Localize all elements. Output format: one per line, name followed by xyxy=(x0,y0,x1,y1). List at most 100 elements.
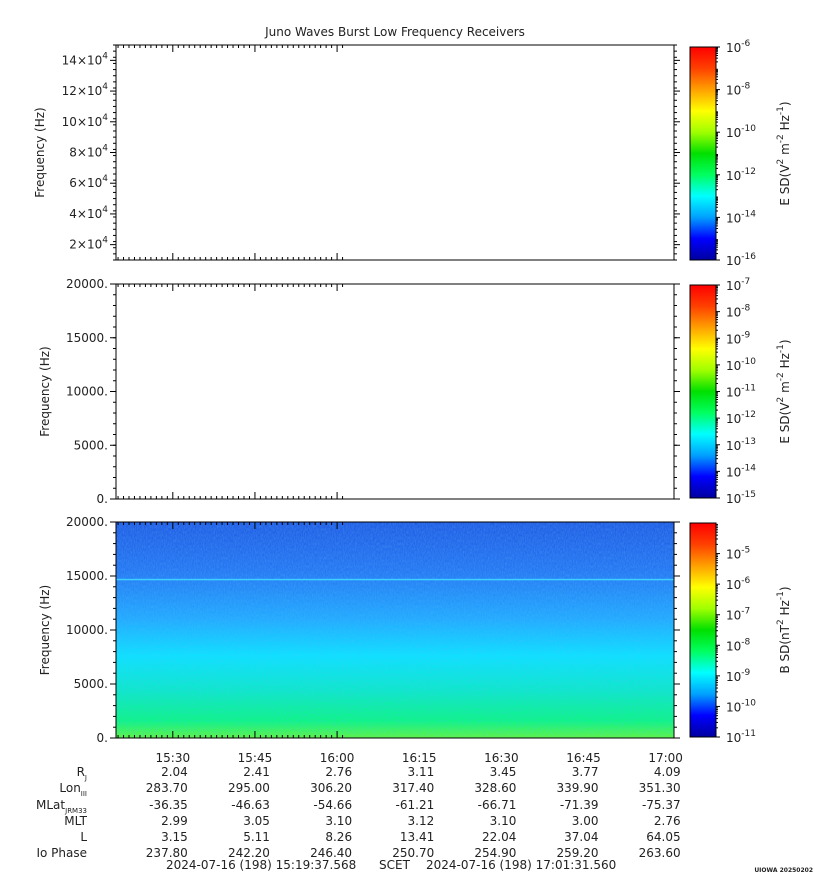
colorbar-tick-label: 10-14 xyxy=(726,463,756,479)
ephemeris-label: MLatJRM33 xyxy=(0,798,87,815)
x-tick-label: 16:15 xyxy=(402,751,437,765)
y-tick-label: 10×104 xyxy=(62,113,109,129)
colorbar-tick-label: 10-11 xyxy=(726,729,756,745)
footer-end-time: 2024-07-16 (198) 17:01:31.560 xyxy=(426,858,617,872)
ephemeris-value: 339.90 xyxy=(556,781,599,795)
footer-scet-label: SCET xyxy=(379,858,410,872)
y-tick-label: 12×104 xyxy=(62,82,109,98)
ephemeris-label-text: Io Phase xyxy=(36,846,87,860)
ephemeris-value: 2.04 xyxy=(161,765,188,779)
ephemeris-label: RJ xyxy=(0,765,87,782)
colorbar-tick-label: 10-14 xyxy=(726,209,756,225)
ephemeris-value: 3.12 xyxy=(407,814,435,828)
ephemeris-value: -75.37 xyxy=(641,798,681,812)
ephemeris-value: 3.11 xyxy=(407,765,435,779)
y-axis-label: Frequency (Hz) xyxy=(33,107,47,198)
colorbar-3 xyxy=(689,522,717,738)
ephemeris-label: LonIII xyxy=(0,781,87,798)
colorbar-tick-label: 10-8 xyxy=(726,637,751,653)
x-tick-label: 16:00 xyxy=(320,751,355,765)
ephemeris-value: 250.70 xyxy=(392,846,435,860)
ephemeris-label-subscript: JRM33 xyxy=(65,807,87,815)
y-tick-label: 14×104 xyxy=(62,51,109,67)
colorbar-label: E SD(V2 m-2 Hz-1) xyxy=(776,101,792,205)
ephemeris-label: Io Phase xyxy=(0,846,87,860)
colorbar-tick-label: 10-8 xyxy=(726,304,751,320)
ephemeris-value: -61.21 xyxy=(395,798,435,812)
ephemeris-label-text: L xyxy=(80,830,87,844)
ephemeris-value: 3.77 xyxy=(571,765,599,779)
colorbar-tick-label: 10-10 xyxy=(726,357,756,373)
y-tick-label: 5000. xyxy=(74,438,108,452)
y-axis-label: Frequency (Hz) xyxy=(38,585,52,676)
colorbar-tick-label: 10-10 xyxy=(726,698,756,714)
colorbar-tick-label: 10-9 xyxy=(726,668,751,684)
ephemeris-value: 351.30 xyxy=(638,781,681,795)
ephemeris-value: -71.39 xyxy=(559,798,599,812)
x-tick-label: 17:00 xyxy=(648,751,683,765)
ephemeris-value: 328.60 xyxy=(474,781,517,795)
x-tick-label: 15:45 xyxy=(238,751,273,765)
ephemeris-label-text: R xyxy=(76,765,85,779)
footer-start-time: 2024-07-16 (198) 15:19:37.568 xyxy=(166,858,357,872)
ephemeris-value: 22.04 xyxy=(482,830,517,844)
ephemeris-value: 3.10 xyxy=(325,814,353,828)
y-tick-label: 5000. xyxy=(74,677,108,691)
y-tick-label: 10000. xyxy=(66,385,108,399)
y-tick-label: 10000. xyxy=(66,623,108,637)
ephemeris-label: MLT xyxy=(0,814,87,828)
corner-tag: UIOWA 20250202 xyxy=(754,867,813,874)
colorbar-tick-label: 10-5 xyxy=(726,546,750,562)
ephemeris-value: 8.26 xyxy=(325,830,353,844)
colorbar-tick-label: 10-10 xyxy=(726,124,756,140)
ephemeris-value: 254.90 xyxy=(474,846,517,860)
ephemeris-value: -46.63 xyxy=(231,798,270,812)
colorbar-tick-label: 10-11 xyxy=(726,384,756,400)
panel-frame-1 xyxy=(115,44,675,261)
y-tick-label: 0. xyxy=(97,731,108,745)
colorbar-label: E SD(V2 m-2 Hz-1) xyxy=(776,339,792,443)
ephemeris-label: L xyxy=(0,830,87,844)
ephemeris-label-text: Lon xyxy=(59,781,81,795)
panel-frame-2 xyxy=(115,283,675,500)
ephemeris-value: 246.40 xyxy=(310,846,353,860)
ephemeris-value: 2.76 xyxy=(653,814,681,828)
ephemeris-value: 306.20 xyxy=(310,781,353,795)
ephemeris-value: 3.45 xyxy=(489,765,517,779)
ephemeris-value: 259.20 xyxy=(556,846,599,860)
ephemeris-label-text: MLT xyxy=(64,814,87,828)
y-axis-label: Frequency (Hz) xyxy=(38,346,52,437)
ephemeris-value: 3.10 xyxy=(489,814,517,828)
colorbar-tick-label: 10-12 xyxy=(726,410,756,426)
colorbar-2 xyxy=(689,284,717,499)
y-tick-label: 4×104 xyxy=(69,205,108,221)
y-tick-label: 15000. xyxy=(66,331,108,345)
y-tick-label: 2×104 xyxy=(69,236,108,252)
ephemeris-label-subscript: J xyxy=(84,774,87,782)
ephemeris-value: 3.05 xyxy=(243,814,270,828)
colorbar-tick-label: 10-7 xyxy=(726,607,750,623)
colorbar-tick-label: 10-8 xyxy=(726,82,751,98)
ephemeris-value: 4.09 xyxy=(653,765,681,779)
ephemeris-value: 64.05 xyxy=(646,830,681,844)
x-tick-label: 15:30 xyxy=(156,751,191,765)
ephemeris-value: 263.60 xyxy=(638,846,681,860)
colorbar-tick-label: 10-15 xyxy=(726,490,756,506)
ephemeris-value: -36.35 xyxy=(149,798,188,812)
ephemeris-label-subscript: III xyxy=(80,790,87,798)
colorbar-1 xyxy=(689,46,717,261)
x-tick-label: 16:45 xyxy=(566,751,601,765)
ephemeris-value: 317.40 xyxy=(392,781,435,795)
spectrogram-noise xyxy=(116,522,674,738)
ephemeris-label-text: MLat xyxy=(36,798,66,812)
colorbar-tick-label: 10-6 xyxy=(726,576,751,592)
y-tick-label: 20000. xyxy=(66,515,108,529)
spectral-line-1 xyxy=(115,578,674,581)
y-tick-label: 0. xyxy=(97,492,108,506)
y-tick-label: 6×104 xyxy=(69,174,108,190)
ephemeris-value: 295.00 xyxy=(227,781,270,795)
chart-title: Juno Waves Burst Low Frequency Receivers xyxy=(265,25,525,39)
ephemeris-value: 3.15 xyxy=(161,830,188,844)
ephemeris-value: 283.70 xyxy=(145,781,188,795)
ephemeris-value: 5.11 xyxy=(243,830,270,844)
